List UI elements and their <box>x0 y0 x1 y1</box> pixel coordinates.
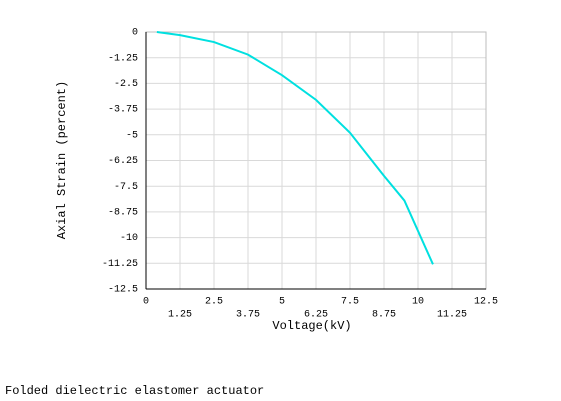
caption: Folded dielectric elastomer actuator <box>5 384 264 398</box>
y-tick-label: -8.75 <box>108 208 138 219</box>
x-tick-label: 11.25 <box>437 310 467 321</box>
x-tick-label: 0 <box>143 297 149 308</box>
y-tick-label: -5 <box>126 130 138 141</box>
x-axis-label: Voltage(kV) <box>272 319 351 333</box>
y-tick-label: 0 <box>132 28 138 39</box>
y-tick-label: -7.5 <box>114 182 138 193</box>
y-tick-label: -12.5 <box>108 285 138 296</box>
y-tick-label: -3.75 <box>108 105 138 116</box>
x-tick-label: 1.25 <box>168 310 192 321</box>
x-tick-label: 3.75 <box>236 310 260 321</box>
x-tick-label: 10 <box>412 297 424 308</box>
y-tick-label: -11.25 <box>102 259 138 270</box>
x-tick-label: 8.75 <box>372 310 396 321</box>
y-tick-label: -10 <box>120 233 138 244</box>
y-tick-label: -2.5 <box>114 79 138 90</box>
y-tick-label: -1.25 <box>108 53 138 64</box>
y-tick-label: -6.25 <box>108 156 138 167</box>
x-tick-label: 2.5 <box>205 297 223 308</box>
data-line <box>156 31 434 265</box>
x-tick-label: 7.5 <box>341 297 359 308</box>
y-axis-label: Axial Strain (percent) <box>55 81 69 239</box>
x-tick-label: 5 <box>279 297 285 308</box>
x-tick-label: 6.25 <box>304 310 328 321</box>
x-tick-label: 12.5 <box>474 297 498 308</box>
